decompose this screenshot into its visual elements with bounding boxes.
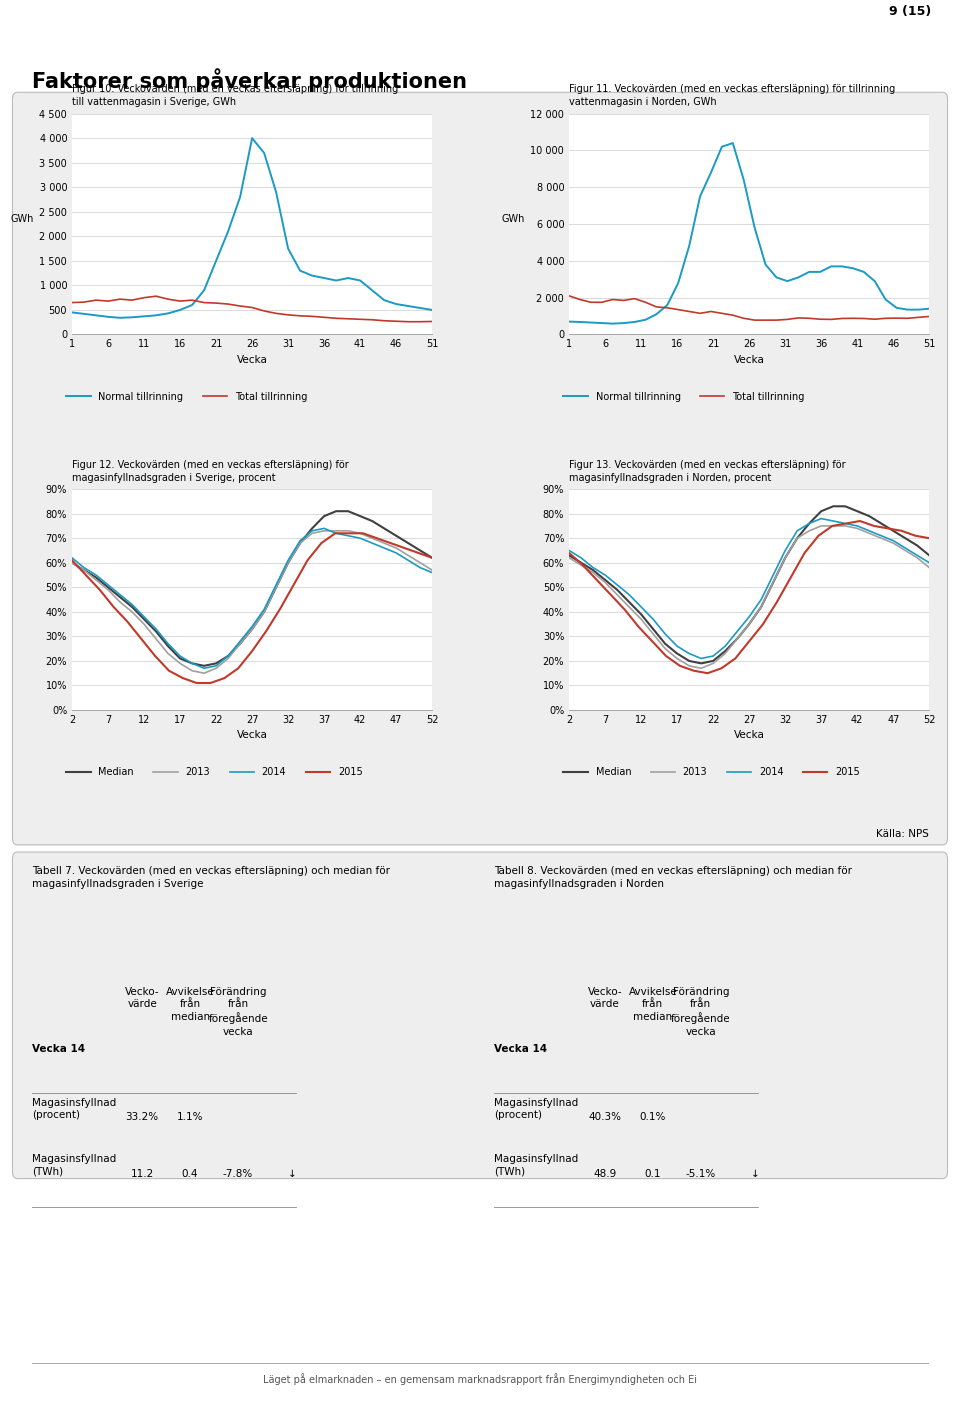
Text: Figur 12. Veckovärden (med en veckas eftersläpning) för
magasinfyllnadsgraden i : Figur 12. Veckovärden (med en veckas eft… bbox=[72, 460, 348, 483]
Text: 40.3%: 40.3% bbox=[588, 1112, 621, 1122]
Text: Tabell 8. Veckovärden (med en veckas eftersläpning) och median för
magasinfyllna: Tabell 8. Veckovärden (med en veckas eft… bbox=[494, 866, 852, 889]
X-axis label: Vecka: Vecka bbox=[237, 355, 268, 365]
Text: 9 (15): 9 (15) bbox=[889, 4, 931, 18]
Legend: Median, 2013, 2014, 2015: Median, 2013, 2014, 2015 bbox=[62, 764, 367, 781]
Text: -5.1%: -5.1% bbox=[685, 1169, 716, 1179]
Text: Magasinsfyllnad
(TWh): Magasinsfyllnad (TWh) bbox=[494, 1154, 579, 1177]
Legend: Normal tillrinning, Total tillrinning: Normal tillrinning, Total tillrinning bbox=[560, 388, 808, 406]
Text: Källa: NPS: Källa: NPS bbox=[876, 829, 929, 839]
Text: Förändring
från
föregående
vecka: Förändring från föregående vecka bbox=[671, 987, 731, 1037]
Text: -7.8%: -7.8% bbox=[223, 1169, 253, 1179]
X-axis label: Vecka: Vecka bbox=[237, 730, 268, 740]
Text: ↓: ↓ bbox=[288, 1169, 297, 1179]
Text: Figur 10. Veckovärden (med en veckas eftersläpning) för tillrinning
till vattenm: Figur 10. Veckovärden (med en veckas eft… bbox=[72, 84, 398, 108]
Text: 48.9: 48.9 bbox=[593, 1169, 616, 1179]
Text: Vecko-
värde: Vecko- värde bbox=[588, 987, 622, 1010]
Text: 0.1%: 0.1% bbox=[639, 1112, 666, 1122]
Text: Figur 13. Veckovärden (med en veckas eftersläpning) för
magasinfyllnadsgraden i : Figur 13. Veckovärden (med en veckas eft… bbox=[569, 460, 846, 483]
Text: Tabell 7. Veckovärden (med en veckas eftersläpning) och median för
magasinfyllna: Tabell 7. Veckovärden (med en veckas eft… bbox=[32, 866, 390, 889]
Y-axis label: GWh: GWh bbox=[11, 214, 35, 224]
Text: Faktorer som påverkar produktionen: Faktorer som påverkar produktionen bbox=[32, 68, 467, 92]
Text: Vecka 14: Vecka 14 bbox=[494, 1044, 547, 1054]
Text: Avvikelse
från
median: Avvikelse från median bbox=[166, 987, 214, 1022]
X-axis label: Vecka: Vecka bbox=[733, 730, 764, 740]
Text: Magasinsfyllnad
(TWh): Magasinsfyllnad (TWh) bbox=[32, 1154, 116, 1177]
Text: 0.1: 0.1 bbox=[644, 1169, 661, 1179]
Legend: Median, 2013, 2014, 2015: Median, 2013, 2014, 2015 bbox=[560, 764, 864, 781]
Text: Förändring
från
föregående
vecka: Förändring från föregående vecka bbox=[208, 987, 268, 1037]
Text: Magasinsfyllnad
(procent): Magasinsfyllnad (procent) bbox=[494, 1098, 579, 1120]
Text: Vecko-
värde: Vecko- värde bbox=[125, 987, 159, 1010]
Text: 1.1%: 1.1% bbox=[177, 1112, 204, 1122]
Legend: Normal tillrinning, Total tillrinning: Normal tillrinning, Total tillrinning bbox=[62, 388, 311, 406]
Y-axis label: GWh: GWh bbox=[502, 214, 525, 224]
X-axis label: Vecka: Vecka bbox=[733, 355, 764, 365]
Text: 11.2: 11.2 bbox=[131, 1169, 154, 1179]
Text: Avvikelse
från
median: Avvikelse från median bbox=[629, 987, 677, 1022]
Text: 0.4: 0.4 bbox=[181, 1169, 199, 1179]
Text: 33.2%: 33.2% bbox=[126, 1112, 158, 1122]
Text: Vecka 14: Vecka 14 bbox=[32, 1044, 84, 1054]
Text: Magasinsfyllnad
(procent): Magasinsfyllnad (procent) bbox=[32, 1098, 116, 1120]
Text: Läget på elmarknaden – en gemensam marknadsrapport från Energimyndigheten och Ei: Läget på elmarknaden – en gemensam markn… bbox=[263, 1373, 697, 1384]
Text: ↓: ↓ bbox=[751, 1169, 759, 1179]
Text: Figur 11. Veckovärden (med en veckas eftersläpning) för tillrinning
vattenmagasi: Figur 11. Veckovärden (med en veckas eft… bbox=[569, 84, 896, 108]
